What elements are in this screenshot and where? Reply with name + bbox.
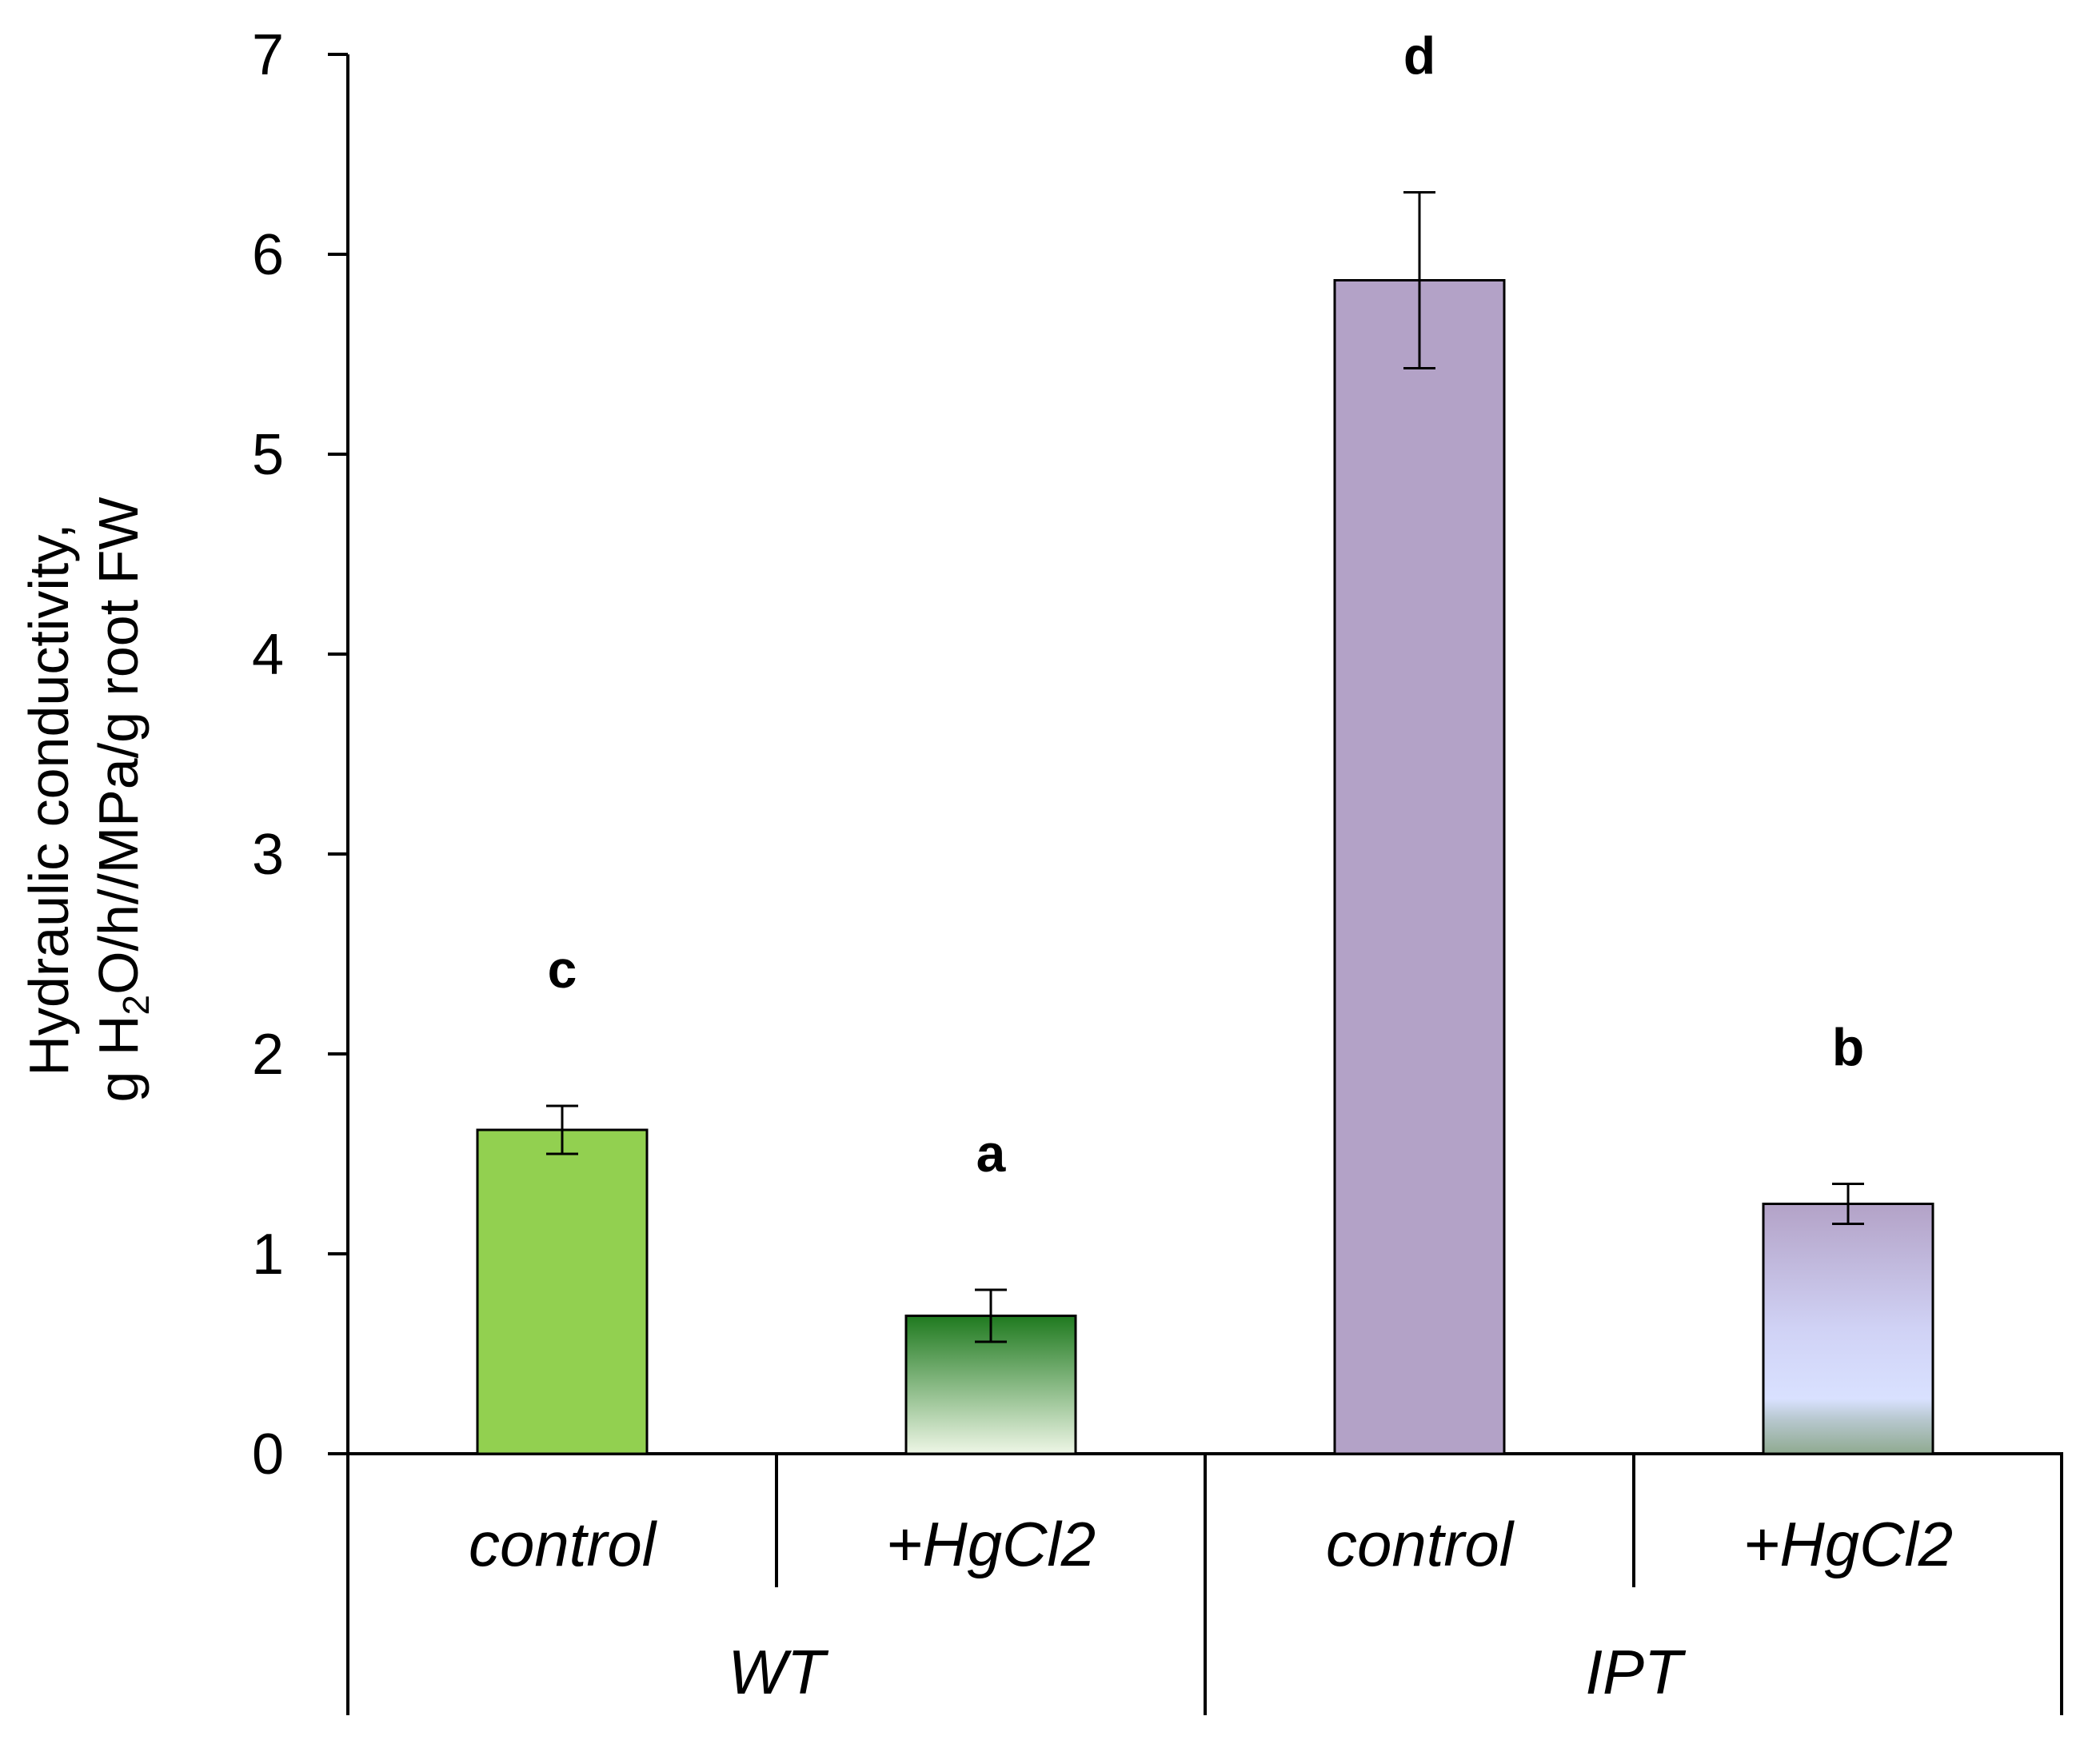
significance-letter: d xyxy=(1403,26,1435,86)
y-tick-label: 7 xyxy=(252,23,284,87)
y-tick-label: 3 xyxy=(252,823,284,887)
bar-wt-control xyxy=(476,1128,649,1455)
y-tick-label: 1 xyxy=(252,1223,284,1287)
y-tick-label: 4 xyxy=(252,623,284,687)
group-label-ipt: IPT xyxy=(1585,1637,1687,1707)
x-label-wt-hgcl2: +HgCl2 xyxy=(886,1509,1096,1579)
x-label-wt-control: control xyxy=(469,1509,658,1579)
bars: c a d b xyxy=(476,26,1934,1455)
x-label-ipt-hgcl2: +HgCl2 xyxy=(1743,1509,1953,1579)
y-axis-ticks: 0 1 2 3 4 5 6 7 xyxy=(252,23,348,1487)
significance-letter: b xyxy=(1832,1018,1864,1077)
y-tick-label: 2 xyxy=(252,1023,284,1087)
y-axis-title-line2: g H2O/h//MPa/g root FW xyxy=(87,497,157,1103)
bar-ipt-control xyxy=(1333,279,1506,1455)
x-label-ipt-control: control xyxy=(1326,1509,1515,1579)
bar-ipt-hgcl2 xyxy=(1762,1203,1934,1455)
group-label-wt: WT xyxy=(728,1637,829,1707)
y-axis-title-line1: Hydraulic conductivity, xyxy=(18,523,80,1076)
y-tick-label: 0 xyxy=(252,1423,284,1487)
significance-letter: c xyxy=(548,940,577,999)
significance-letter: a xyxy=(976,1123,1007,1183)
y-tick-label: 5 xyxy=(252,423,284,487)
y-tick-label: 6 xyxy=(252,223,284,287)
